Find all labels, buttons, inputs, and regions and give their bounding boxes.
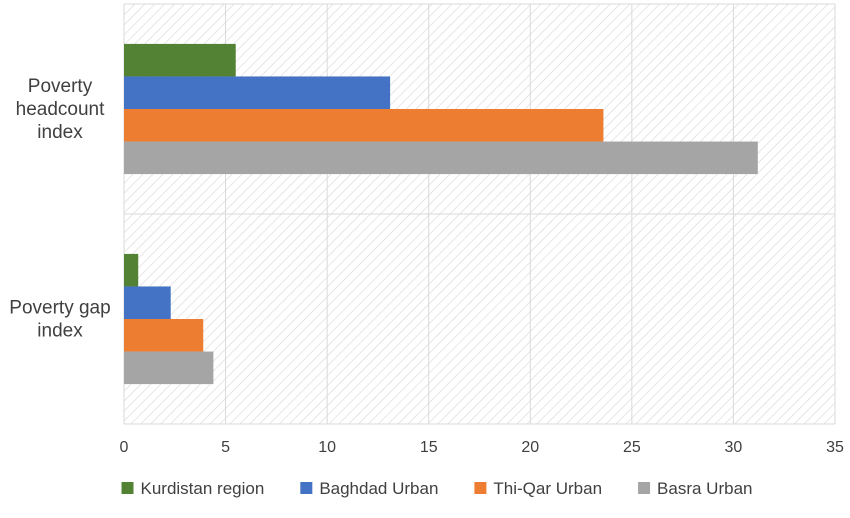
- category-label: Poverty gap index: [9, 298, 110, 342]
- legend-swatch: [474, 482, 487, 494]
- x-tick-label: 15: [420, 439, 438, 456]
- gridlines: [123, 3, 836, 425]
- x-tick-label: 10: [318, 439, 336, 456]
- legend-label: Kurdistan region: [141, 479, 265, 498]
- bar-basra-urban-2: [124, 351, 214, 385]
- bar-kurdistan-region-1: [124, 43, 236, 77]
- legend-label: Baghdad Urban: [319, 479, 438, 498]
- x-tick-label: 25: [623, 439, 641, 456]
- legend-item: Baghdad Urban: [300, 479, 438, 498]
- category-labels: Poverty headcount index Poverty gap index: [9, 76, 110, 342]
- bar-thi-qar-urban-2: [124, 319, 204, 352]
- category-label: Poverty headcount index: [16, 76, 105, 143]
- legend-item: Basra Urban: [638, 479, 752, 498]
- legend-swatch: [300, 482, 313, 494]
- bar-kurdistan-region-2: [124, 253, 139, 287]
- x-tick-label: 30: [725, 439, 743, 456]
- bar-baghdad-urban-2: [124, 286, 171, 319]
- bar-thi-qar-urban-1: [124, 109, 604, 142]
- bar-baghdad-urban-1: [124, 76, 391, 109]
- legend-label: Thi-Qar Urban: [493, 479, 602, 498]
- x-tick-label: 0: [120, 439, 129, 456]
- bars: [124, 43, 758, 385]
- legend-label: Basra Urban: [657, 479, 752, 498]
- legend-item: Thi-Qar Urban: [474, 479, 602, 498]
- x-tick-label: 35: [826, 439, 844, 456]
- legend-item: Kurdistan region: [121, 479, 265, 498]
- x-tick-label: 20: [521, 439, 539, 456]
- legend-swatch: [121, 482, 134, 494]
- bar-basra-urban-1: [124, 141, 758, 175]
- x-tick-label: 5: [221, 439, 230, 456]
- x-tick-labels: 0 5 10 15 20 25 30 35: [120, 439, 844, 456]
- legend-swatch: [638, 482, 651, 494]
- legend: Kurdistan region Baghdad Urban Thi-Qar Urb…: [121, 479, 752, 498]
